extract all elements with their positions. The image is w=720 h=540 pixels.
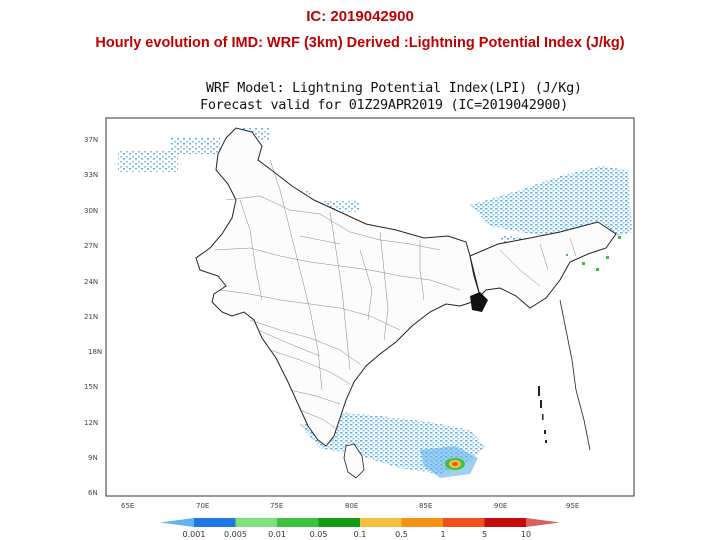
sundarbans-patch (470, 292, 488, 312)
colorbar-segment (360, 518, 402, 527)
lat-label: 21N (84, 313, 98, 321)
colorbar-label: 0.5 (395, 530, 408, 539)
internal-boundaries (213, 159, 577, 431)
map-model-title: WRF Model: Lightning Potential Index(LPI… (206, 80, 582, 96)
lon-label: 95E (566, 502, 579, 510)
longitude-labels: 65E 70E 75E 80E 85E 90E 95E (121, 502, 579, 510)
lat-label: 9N (88, 454, 98, 462)
colorbar-segment (443, 518, 485, 527)
colorbar-label: 10 (521, 530, 531, 539)
evolution-title: Hourly evolution of IMD: WRF (3km) Deriv… (95, 35, 625, 51)
colorbar-label: 0.05 (310, 530, 328, 539)
colorbar-segment (401, 518, 444, 527)
lat-label: 24N (84, 278, 98, 286)
ic-title: IC: 2019042900 (306, 8, 414, 25)
colorbar: 0.001 0.005 0.01 0.05 0.1 0.5 1 5 10 (160, 518, 560, 539)
lon-label: 90E (494, 502, 507, 510)
colorbar-label: 0.001 (183, 530, 206, 539)
lat-label: 33N (84, 171, 98, 179)
colorbar-segment (194, 518, 236, 527)
colorbar-segment (235, 518, 278, 527)
lat-label: 27N (84, 242, 98, 250)
colorbar-label: 0.1 (354, 530, 367, 539)
colorbar-label: 0.01 (268, 530, 286, 539)
lat-label: 30N (84, 207, 98, 215)
colorbar-right-arrow (526, 518, 560, 527)
lat-label: 37N (84, 136, 98, 144)
myanmar-coast (559, 299, 591, 451)
sri-lanka-outline (343, 443, 365, 479)
colorbar-label: 5 (482, 530, 487, 539)
colorbar-label: 0.005 (224, 530, 247, 539)
lpi-ne-dots (566, 236, 621, 271)
lat-label: 18N (88, 348, 102, 356)
northeast-outline (469, 221, 617, 309)
colorbar-left-arrow (160, 518, 194, 527)
lat-label: 15N (84, 383, 98, 391)
latitude-labels: 37N 33N 30N 27N 24N 21N 18N 15N 12N 9N 6… (84, 136, 102, 497)
map-forecast-title: Forecast valid for 01Z29APR2019 (IC=2019… (200, 97, 568, 113)
lon-label: 85E (419, 502, 432, 510)
colorbar-segment (318, 518, 361, 527)
colorbar-segment (277, 518, 319, 527)
andaman-islands (538, 386, 547, 443)
colorbar-label: 1 (440, 530, 445, 539)
lpi-storm-cell (445, 458, 465, 470)
lat-label: 12N (84, 419, 98, 427)
lon-label: 80E (345, 502, 358, 510)
lat-label: 6N (88, 489, 98, 497)
lon-label: 70E (196, 502, 209, 510)
colorbar-segment (484, 518, 527, 527)
lon-label: 75E (270, 502, 283, 510)
india-outline (195, 127, 481, 447)
lon-label: 65E (121, 502, 134, 510)
